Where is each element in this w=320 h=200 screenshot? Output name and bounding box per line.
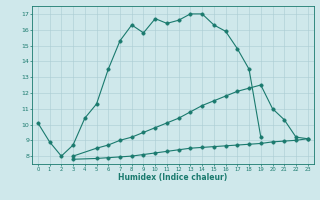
X-axis label: Humidex (Indice chaleur): Humidex (Indice chaleur) bbox=[118, 173, 228, 182]
